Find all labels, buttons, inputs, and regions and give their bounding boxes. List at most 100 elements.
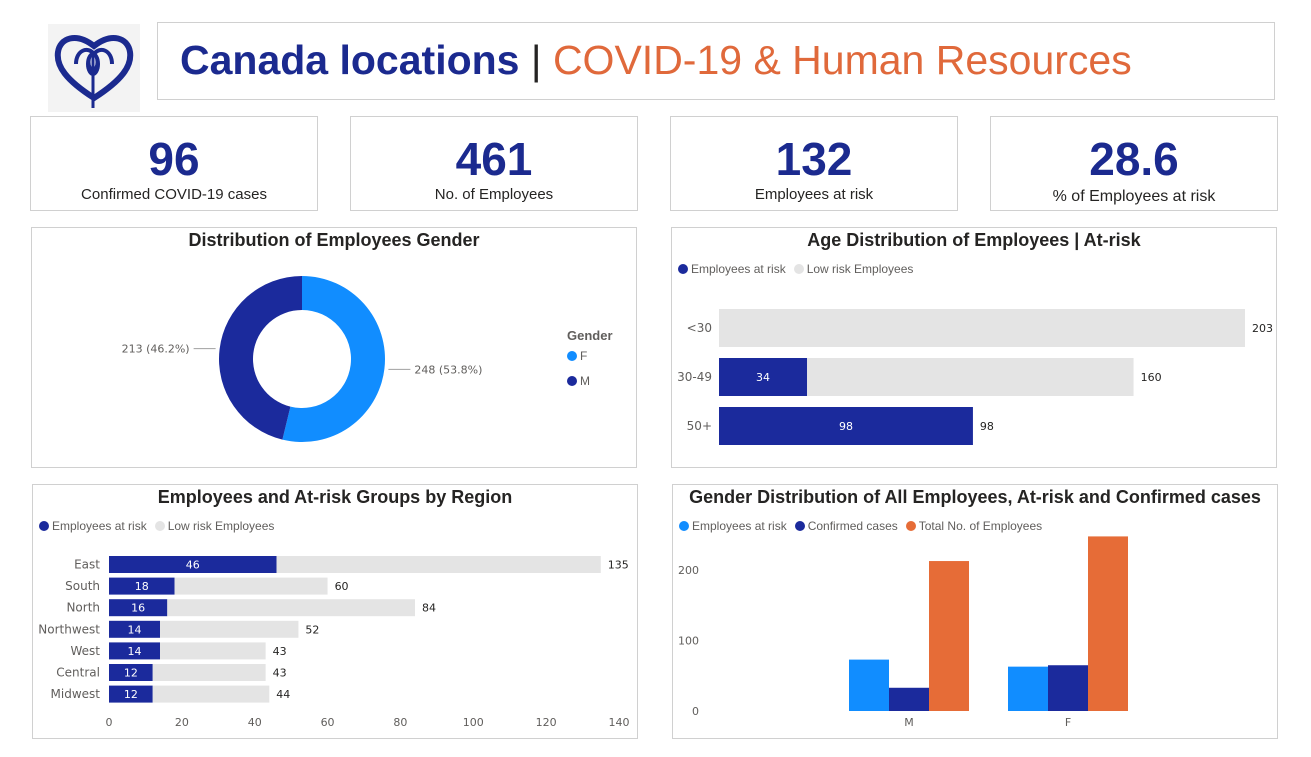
category-label: 50+ xyxy=(687,419,712,433)
legend-item-at-risk[interactable]: Employees at risk xyxy=(39,519,147,533)
x-tick-label: 60 xyxy=(321,716,335,729)
region-card: Employees and At-risk Groups by Region E… xyxy=(32,484,638,739)
bar-segment[interactable] xyxy=(109,599,168,617)
chart-title: Employees and At-risk Groups by Region xyxy=(157,487,513,507)
kpi-value: 28.6 xyxy=(1089,133,1179,185)
bar-segment[interactable] xyxy=(109,685,153,703)
bar-segment[interactable] xyxy=(174,577,328,595)
category-label: West xyxy=(70,644,100,658)
dashboard-header: Canada locations | COVID-19 & Human Reso… xyxy=(157,22,1275,100)
company-logo xyxy=(48,24,140,112)
column-bar[interactable] xyxy=(889,687,929,711)
legend-item-confirmed[interactable]: Confirmed cases xyxy=(794,519,898,533)
legend-item-low-risk[interactable]: Low risk Employees xyxy=(154,519,274,533)
category-label: Central xyxy=(56,666,100,680)
bar-segment[interactable] xyxy=(807,358,1134,396)
bar-segment[interactable] xyxy=(160,620,299,638)
page-title: Canada locations | COVID-19 & Human Reso… xyxy=(180,35,1132,85)
bar-segment[interactable] xyxy=(719,358,808,396)
bar-data-label: 16 xyxy=(131,602,145,615)
legend-item-at-risk[interactable]: Employees at risk xyxy=(678,262,786,276)
bar-data-label: 14 xyxy=(128,623,142,636)
total-label: 60 xyxy=(335,580,349,593)
y-tick-label: 200 xyxy=(678,564,699,577)
kpi-label: No. of Employees xyxy=(434,186,554,203)
region-bar-chart: East 46 135 South 18 60 North 16 84 Northwest 14 52… xyxy=(38,556,630,729)
total-label: 44 xyxy=(276,688,290,701)
title-topic: COVID-19 & Human Resources xyxy=(552,37,1132,83)
bar-segment[interactable] xyxy=(109,556,277,573)
total-label: 84 xyxy=(422,602,436,615)
legend-dot xyxy=(567,351,577,361)
bar-segment[interactable] xyxy=(109,620,160,638)
x-tick-label: 80 xyxy=(393,716,407,729)
bar-segment[interactable] xyxy=(160,642,266,660)
bar-segment[interactable] xyxy=(152,685,270,703)
bar-data-label: 34 xyxy=(756,371,770,384)
chart-legend: Employees at risk Confirmed cases Total … xyxy=(679,519,1042,533)
bar-data-label: 98 xyxy=(839,420,853,433)
total-label: 43 xyxy=(273,645,287,658)
category-label: <30 xyxy=(687,321,712,335)
bar-segment[interactable] xyxy=(109,642,160,660)
total-label: 160 xyxy=(1141,371,1162,384)
bar-segment[interactable] xyxy=(167,599,415,617)
bar-data-label: 12 xyxy=(124,688,138,701)
kpi-employees: 461 No. of Employees xyxy=(350,116,638,211)
total-label: 135 xyxy=(608,559,629,572)
age-distribution-card: Age Distribution of Employees | At-risk … xyxy=(671,227,1277,468)
legend-item-at-risk[interactable]: Employees at risk xyxy=(679,519,787,533)
column-bar[interactable] xyxy=(1088,536,1128,711)
chart-title: Distribution of Employees Gender xyxy=(188,230,480,250)
gender-column-chart: 0 100 200 M F xyxy=(678,536,1128,729)
legend-item-low-risk[interactable]: Low risk Employees xyxy=(793,262,913,276)
category-label: 30-49 xyxy=(677,370,712,384)
x-tick-label: 0 xyxy=(106,716,113,729)
x-tick-label: 140 xyxy=(609,716,630,729)
category-label: Midwest xyxy=(51,687,101,701)
y-tick-label: 0 xyxy=(692,705,699,718)
kpi-label: % of Employees at risk xyxy=(1052,188,1216,205)
gender-groups-card: Gender Distribution of All Employees, At… xyxy=(672,484,1278,739)
age-bar-chart: <30 203 30-49 34 160 50+ 98 98 xyxy=(677,309,1273,445)
bar-data-label: 18 xyxy=(135,580,149,593)
bar-data-label: 14 xyxy=(128,645,142,658)
x-tick-label: M xyxy=(904,716,914,729)
column-bar[interactable] xyxy=(1008,666,1048,711)
column-bar[interactable] xyxy=(929,561,969,711)
bar-data-label: 46 xyxy=(186,559,200,572)
gender-donut-chart: 248 (53.8%) 213 (46.2%) xyxy=(122,276,482,442)
legend-label: M xyxy=(580,374,590,388)
chart-legend: Employees at risk Low risk Employees xyxy=(39,519,274,533)
bar-segment[interactable] xyxy=(152,664,266,681)
category-label: Northwest xyxy=(38,622,100,636)
y-tick-label: 100 xyxy=(678,635,699,648)
bar-segment[interactable] xyxy=(109,664,153,681)
category-label: East xyxy=(74,558,100,572)
legend-item-m[interactable]: M xyxy=(567,374,590,388)
bar-segment[interactable] xyxy=(719,309,1245,347)
kpi-employees-at-risk: 132 Employees at risk xyxy=(670,116,958,211)
total-label: 52 xyxy=(305,623,319,636)
x-tick-label: 40 xyxy=(248,716,262,729)
bar-segment[interactable] xyxy=(276,556,601,573)
donut-slice-f[interactable] xyxy=(282,276,385,442)
kpi-value: 461 xyxy=(455,133,533,185)
total-label: 203 xyxy=(1252,322,1273,335)
bar-segment[interactable] xyxy=(109,577,175,595)
kpi-confirmed-cases: 96 Confirmed COVID-19 cases xyxy=(30,116,318,211)
donut-slice-m[interactable] xyxy=(218,276,302,440)
kpi-value: 132 xyxy=(775,133,853,185)
kpi-value: 96 xyxy=(148,133,200,185)
bar-segment[interactable] xyxy=(719,407,973,445)
chart-title: Gender Distribution of All Employees, At… xyxy=(689,487,1261,507)
total-label: 98 xyxy=(980,420,994,433)
column-bar[interactable] xyxy=(1048,665,1088,711)
legend-label: F xyxy=(580,349,588,363)
category-label: South xyxy=(65,579,100,593)
chart-title: Age Distribution of Employees | At-risk xyxy=(807,230,1141,250)
legend-item-f[interactable]: F xyxy=(567,349,587,363)
kpi-percent-at-risk: 28.6 % of Employees at risk xyxy=(990,116,1278,211)
legend-item-total[interactable]: Total No. of Employees xyxy=(905,519,1042,533)
column-bar[interactable] xyxy=(849,659,889,711)
